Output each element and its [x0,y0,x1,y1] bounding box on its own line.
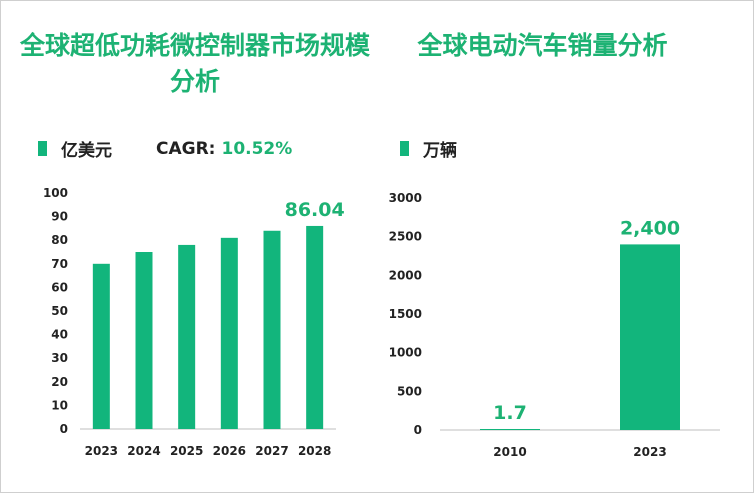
left-legend-unit: 亿美元 [61,141,112,161]
right-y-tick-label: 0 [414,423,422,437]
right-y-tick-label: 3000 [389,191,422,205]
left-x-tick-label: 2027 [255,444,288,458]
left-legend: 亿美元 CAGR: 10.52% [38,136,292,161]
right-data-label: 2,400 [620,217,680,239]
left-legend-swatch [38,141,47,156]
left-bar [306,225,324,429]
left-y-tick-label: 40 [51,328,68,342]
right-y-tick-label: 1500 [389,307,422,321]
left-data-label: 86.04 [285,199,345,221]
left-y-tick-label: 60 [51,280,68,294]
right-legend-unit: 万辆 [423,141,457,161]
left-x-tick-label: 2028 [298,444,331,458]
right-chart-title: 全球电动汽车销量分析 [417,31,668,60]
right-x-tick-label: 2010 [493,445,526,459]
left-bar [178,244,196,429]
right-bar [620,244,680,430]
right-y-tick-label: 500 [397,384,422,398]
left-y-tick-label: 50 [51,304,68,318]
right-legend: 万辆 [400,136,457,161]
left-bar [263,230,281,429]
left-y-tick-label: 10 [51,398,68,412]
left-x-tick-label: 2023 [85,444,118,458]
right-x-tick-label: 2023 [633,445,666,459]
left-y-tick-label: 20 [51,375,68,389]
left-y-tick-label: 0 [60,422,68,436]
left-y-tick-label: 70 [51,257,68,271]
left-x-tick-label: 2024 [127,444,160,458]
right-data-label: 1.7 [493,402,527,424]
left-y-tick-label: 80 [51,233,68,247]
cagr-value: 10.52% [221,138,293,159]
left-x-tick-label: 2025 [170,444,203,458]
right-bar [480,429,540,430]
left-y-tick-label: 30 [51,351,68,365]
right-y-tick-label: 2500 [389,230,422,244]
left-y-tick-label: 100 [43,186,68,200]
left-chart-title: 全球超低功耗微控制器市场规模分析 [20,31,371,96]
left-x-tick-label: 2026 [213,444,246,458]
right-y-tick-label: 2000 [389,268,422,282]
right-y-tick-label: 1000 [389,346,422,360]
left-y-tick-label: 90 [51,210,68,224]
right-legend-swatch [400,141,409,156]
cagr-label: CAGR: [156,138,216,159]
left-bar [220,237,238,429]
left-bar [135,252,153,429]
left-bar [92,263,110,429]
